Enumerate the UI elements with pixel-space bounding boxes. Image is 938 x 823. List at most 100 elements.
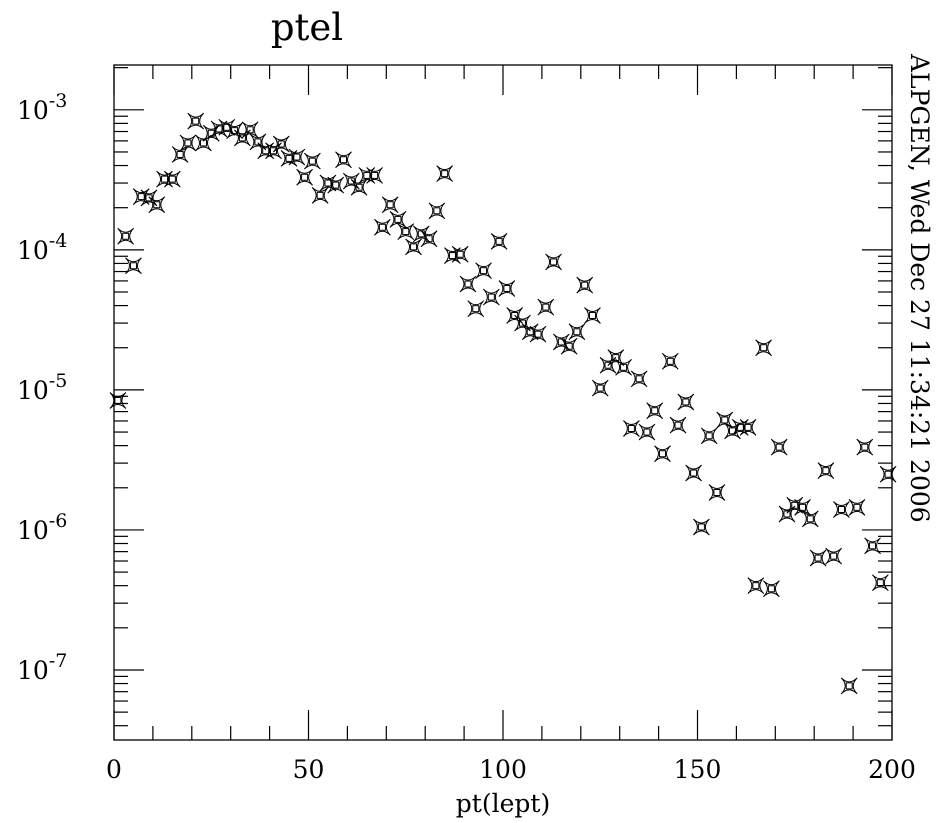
data-point-square	[487, 293, 495, 301]
plot-frame	[113, 64, 893, 741]
data-point-square	[627, 425, 635, 433]
data-point	[428, 202, 446, 220]
data-point-square	[690, 469, 698, 477]
data-point	[833, 501, 850, 518]
data-point-star	[576, 276, 594, 294]
data-point-star	[482, 288, 500, 306]
data-point	[661, 352, 679, 370]
x-tick-label: 150	[674, 755, 722, 784]
data-point-star	[545, 253, 562, 271]
data-point-square	[176, 150, 184, 158]
data-point	[475, 262, 492, 280]
data-point	[420, 230, 438, 248]
data-point-square	[448, 252, 456, 260]
data-point	[374, 218, 391, 236]
data-point	[879, 465, 897, 483]
data-point-square	[845, 682, 853, 690]
data-point-square	[503, 284, 511, 292]
data-point-square	[542, 303, 550, 311]
data-point-square	[837, 505, 845, 513]
x-tick-label: 100	[479, 755, 527, 784]
data-point-star	[615, 358, 632, 376]
data-point-square	[238, 134, 246, 142]
data-point-star	[801, 510, 819, 528]
data-point-square	[697, 523, 705, 531]
data-point	[801, 510, 819, 528]
data-point	[436, 165, 454, 183]
data-point-square	[168, 175, 176, 183]
data-point-star	[257, 142, 275, 160]
x-tick-label: 0	[106, 755, 122, 784]
data-point	[156, 170, 173, 188]
data-point-square	[192, 117, 200, 125]
data-point	[529, 325, 547, 343]
data-point-star	[630, 370, 648, 388]
data-point	[817, 462, 835, 480]
data-point	[871, 574, 889, 592]
data-point-square	[511, 311, 519, 319]
y-tick-label: 10-7	[17, 650, 67, 685]
data-point	[677, 393, 695, 411]
x-tick-label: 50	[293, 755, 325, 784]
data-point	[179, 134, 197, 152]
data-point	[366, 167, 383, 184]
data-point	[257, 142, 275, 160]
data-point-star	[739, 419, 757, 436]
data-point-square	[262, 147, 270, 155]
data-point	[623, 420, 640, 437]
data-point	[148, 196, 166, 214]
data-point-square	[760, 344, 768, 352]
data-point-square	[269, 147, 277, 155]
data-point-square	[199, 139, 207, 147]
data-point-star	[693, 518, 710, 536]
data-point-square	[246, 126, 254, 134]
y-tick-label: 10-5	[17, 370, 67, 405]
data-point-square	[581, 281, 589, 289]
data-point	[693, 518, 710, 536]
x-axis-label: pt(lept)	[456, 789, 550, 818]
data-point-star	[451, 245, 469, 263]
data-point-square	[736, 423, 744, 431]
data-point-star	[296, 168, 313, 186]
data-point-star	[226, 122, 243, 140]
data-point	[381, 196, 399, 214]
data-point-square	[153, 201, 161, 209]
data-point	[755, 339, 772, 357]
data-point	[467, 300, 485, 318]
data-point-star	[171, 146, 189, 163]
data-point-star	[871, 574, 889, 592]
data-point	[451, 245, 469, 263]
data-point-star	[459, 275, 477, 293]
data-point-square	[565, 342, 573, 350]
data-point	[739, 419, 757, 436]
data-point	[545, 253, 562, 271]
data-point-star	[833, 501, 850, 518]
data-point-star	[623, 420, 640, 437]
data-point-square	[876, 579, 884, 587]
data-point	[171, 146, 189, 163]
data-point-star	[840, 677, 858, 695]
data-point-star	[319, 174, 337, 192]
data-point-star	[537, 298, 555, 316]
data-point-star	[716, 411, 734, 429]
data-point-square	[674, 421, 682, 429]
data-point	[459, 275, 477, 293]
data-point-square	[612, 354, 620, 362]
data-point-square	[378, 223, 386, 231]
data-point-star	[374, 218, 391, 236]
data-point-square	[254, 138, 262, 146]
data-point	[591, 379, 609, 397]
data-point-star	[654, 445, 671, 463]
data-point-star	[436, 165, 454, 183]
data-point-star	[700, 427, 718, 445]
data-point-square	[666, 357, 674, 365]
data-point-square	[347, 177, 355, 185]
data-point-star	[755, 339, 772, 357]
data-point-star	[848, 498, 866, 516]
data-point	[358, 167, 376, 184]
data-point	[576, 276, 594, 294]
data-point	[669, 416, 687, 434]
data-point-star	[288, 148, 306, 166]
data-point-square	[713, 489, 721, 497]
data-point-star	[529, 325, 547, 343]
